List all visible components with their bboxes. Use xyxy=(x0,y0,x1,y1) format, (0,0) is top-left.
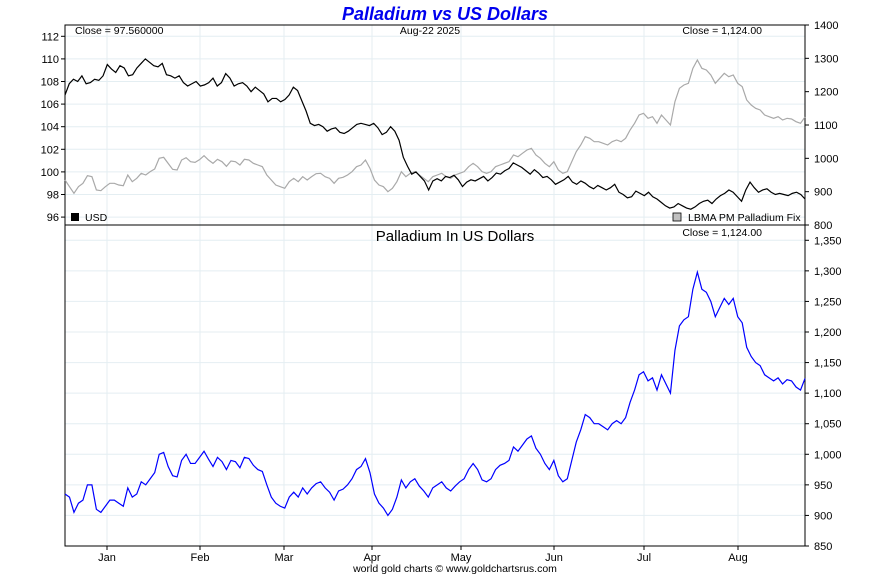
bottom-panel-lines xyxy=(64,269,806,517)
y-tick-label-right: 1200 xyxy=(814,87,838,99)
x-tick-label: Feb xyxy=(191,552,210,564)
y-tick-label-left: 102 xyxy=(41,144,59,156)
y-tick-label-right: 800 xyxy=(814,220,832,232)
top-close-palladium-label: Close = 1,124.00 xyxy=(682,25,762,37)
y-tick-label-right: 1000 xyxy=(814,153,838,165)
chart-title: Palladium vs US Dollars xyxy=(342,4,548,24)
bottom-right-axis: 1,350 1,300 1,250 1,200 1,150 1,100 1,050 1,000… xyxy=(805,235,842,553)
y-tick-label-left: 100 xyxy=(41,167,59,179)
footer-credit: world gold charts © www.goldchartsrus.co… xyxy=(352,563,557,575)
y-tick-label-right: 1,300 xyxy=(814,266,842,278)
bottom-panel-title: Palladium In US Dollars xyxy=(376,228,534,245)
series-line-palladium-fix xyxy=(64,58,806,195)
legend-palladium-swatch xyxy=(672,212,682,222)
x-tick-label: May xyxy=(451,552,472,564)
y-tick-label-right: 950 xyxy=(814,480,832,492)
x-tick-label: Jul xyxy=(637,552,651,564)
y-tick-label-right: 1,100 xyxy=(814,388,842,400)
top-right-axis: 1400 1300 1200 1100 1000 900 800 xyxy=(805,20,838,232)
y-tick-label-left: 104 xyxy=(41,122,59,134)
legend-palladium-label: LBMA PM Palladium Fix xyxy=(688,212,801,224)
top-left-axis: 112 110 108 106 104 102 100 98 96 xyxy=(41,31,65,224)
series-line-palladium-usd xyxy=(64,269,806,517)
y-tick-label-right: 1,000 xyxy=(814,449,842,461)
bottom-panel-frame xyxy=(64,224,806,547)
y-tick-label-left: 98 xyxy=(47,189,59,201)
y-tick-label-left: 106 xyxy=(41,99,59,111)
bottom-panel-grid xyxy=(65,225,805,546)
y-tick-label-right: 850 xyxy=(814,541,832,553)
x-tick-label: Aug xyxy=(728,552,748,564)
y-tick-label-right: 1,150 xyxy=(814,358,842,370)
top-panel-frame xyxy=(64,24,806,226)
y-tick-label-right: 1100 xyxy=(814,120,838,132)
y-tick-label-right: 1400 xyxy=(814,20,838,32)
series-line-usd xyxy=(64,58,806,210)
top-panel-lines xyxy=(64,58,806,210)
bottom-close-label: Close = 1,124.00 xyxy=(682,227,762,239)
y-tick-label-right: 1,050 xyxy=(814,419,842,431)
x-tick-label: Jan xyxy=(98,552,116,564)
x-tick-label: Mar xyxy=(275,552,294,564)
top-date-label: Aug-22 2025 xyxy=(400,25,460,37)
y-tick-label-left: 108 xyxy=(41,76,59,88)
y-tick-label-right: 1,350 xyxy=(814,235,842,247)
y-tick-label-left: 110 xyxy=(41,54,59,66)
y-tick-label-right: 1300 xyxy=(814,53,838,65)
y-tick-label-left: 96 xyxy=(47,212,59,224)
x-tick-label: Apr xyxy=(363,552,380,564)
legend-usd-swatch xyxy=(71,213,79,221)
top-close-usd-label: Close = 97.560000 xyxy=(75,25,164,37)
y-tick-label-left: 112 xyxy=(41,31,59,43)
y-tick-label-right: 900 xyxy=(814,187,832,199)
top-panel-grid xyxy=(65,25,805,225)
x-tick-label: Jun xyxy=(545,552,563,564)
legend-usd-label: USD xyxy=(85,212,108,224)
y-tick-label-right: 1,200 xyxy=(814,327,842,339)
y-tick-label-right: 900 xyxy=(814,510,832,522)
y-tick-label-right: 1,250 xyxy=(814,296,842,308)
x-axis: Jan Feb Mar Apr May Jun Jul Aug xyxy=(98,546,748,564)
